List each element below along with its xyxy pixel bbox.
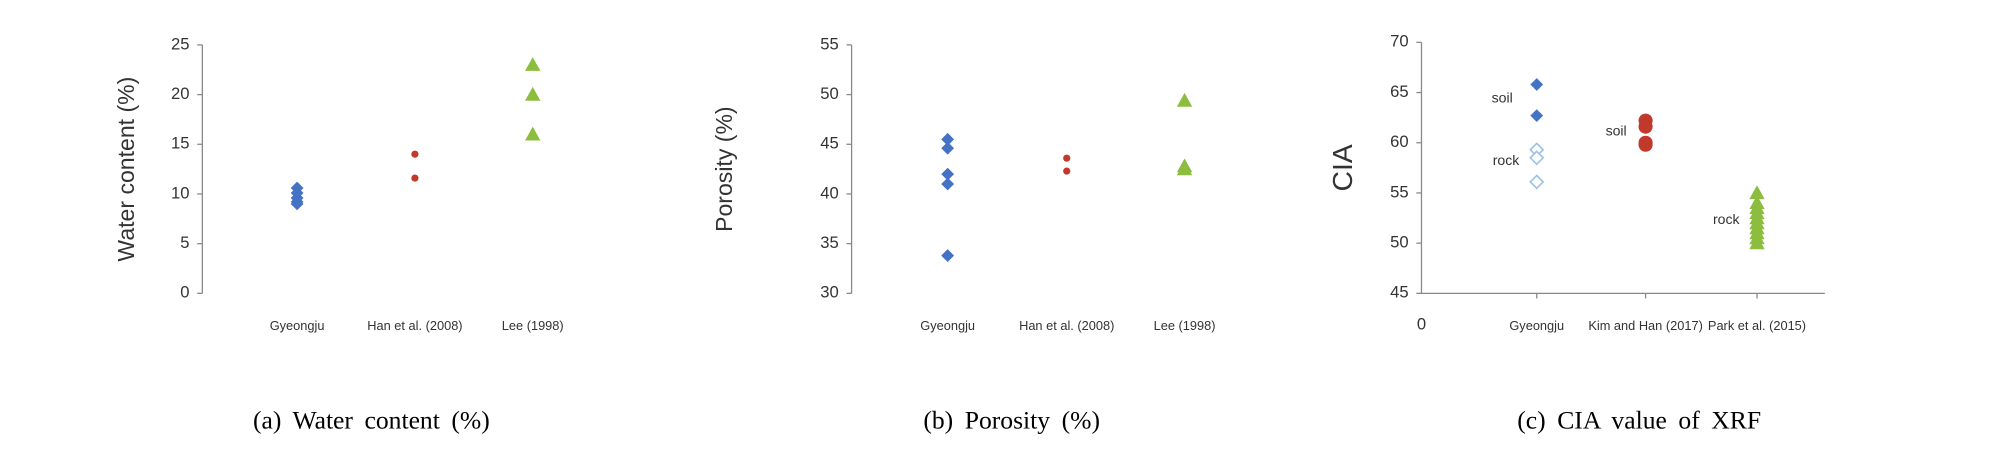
point [1530, 109, 1544, 123]
y-tick-label: 40 [820, 183, 839, 202]
y-tick-label: 50 [1390, 233, 1408, 252]
y-tick-label: 5 [180, 233, 189, 252]
point [1529, 150, 1545, 166]
x-tick-label: Han et al. (2008) [367, 318, 462, 333]
point [411, 150, 419, 158]
point [1063, 154, 1071, 162]
y-tick-label: 55 [1390, 182, 1408, 201]
point [1638, 119, 1653, 134]
annotation: soil [1606, 123, 1627, 139]
x-tick-label: Park et al. (2015) [1708, 318, 1806, 333]
point [941, 132, 955, 146]
caption: (b) Porosity (%) [923, 406, 1100, 435]
annotation: rock [1493, 152, 1521, 168]
point [290, 197, 304, 211]
x-tick-label: Han et al. (2008) [1019, 318, 1114, 333]
y-tick-label: 30 [820, 283, 839, 302]
y-tick-label: 10 [171, 183, 190, 202]
point [941, 177, 955, 191]
caption: (c) CIA value of XRF [1517, 406, 1761, 435]
x-tick-label: Lee (1998) [502, 318, 564, 333]
x-tick-label: Lee (1998) [1154, 318, 1216, 333]
y-tick-label: 65 [1390, 82, 1408, 101]
point [941, 167, 955, 181]
x-tick-label: Gyeongju [1509, 318, 1564, 333]
y-tick-label: 55 [820, 34, 839, 53]
annotation: rock [1713, 211, 1741, 227]
point [1749, 185, 1765, 200]
point [1530, 78, 1544, 91]
point [525, 57, 541, 71]
y-tick-label: 45 [1390, 283, 1408, 302]
point [1529, 174, 1545, 190]
y-tick-label: 15 [171, 134, 190, 153]
x-tick-label: Gyeongju [270, 318, 325, 333]
point [411, 174, 419, 182]
y-tick-label: 0 [180, 283, 189, 302]
y-tick-label: 20 [171, 84, 190, 103]
y-tick-label: 35 [820, 233, 839, 252]
point [1638, 137, 1653, 152]
caption: (a) Water content (%) [253, 406, 490, 435]
point [1063, 167, 1071, 175]
x-tick-label: Gyeongju [920, 318, 975, 333]
x-tick-label: Kim and Han (2017) [1588, 318, 1703, 333]
point [941, 249, 955, 262]
y-tick-label: 50 [820, 84, 839, 103]
y-tick-label: 45 [820, 134, 839, 153]
y-axis-title: CIA [1326, 144, 1358, 191]
y-tick-label: 70 [1390, 32, 1408, 51]
point [525, 86, 541, 101]
y-tick-label: 25 [171, 34, 190, 53]
y-axis-title: Water content (%) [113, 77, 139, 262]
x-tick-label: 0 [1417, 315, 1426, 334]
y-axis-title: Porosity (%) [711, 106, 737, 232]
y-tick-label: 60 [1390, 132, 1408, 151]
point [1176, 161, 1193, 176]
point [1749, 235, 1765, 250]
point [941, 141, 955, 155]
annotation: soil [1492, 89, 1513, 105]
point [1176, 92, 1193, 107]
point [525, 126, 541, 141]
